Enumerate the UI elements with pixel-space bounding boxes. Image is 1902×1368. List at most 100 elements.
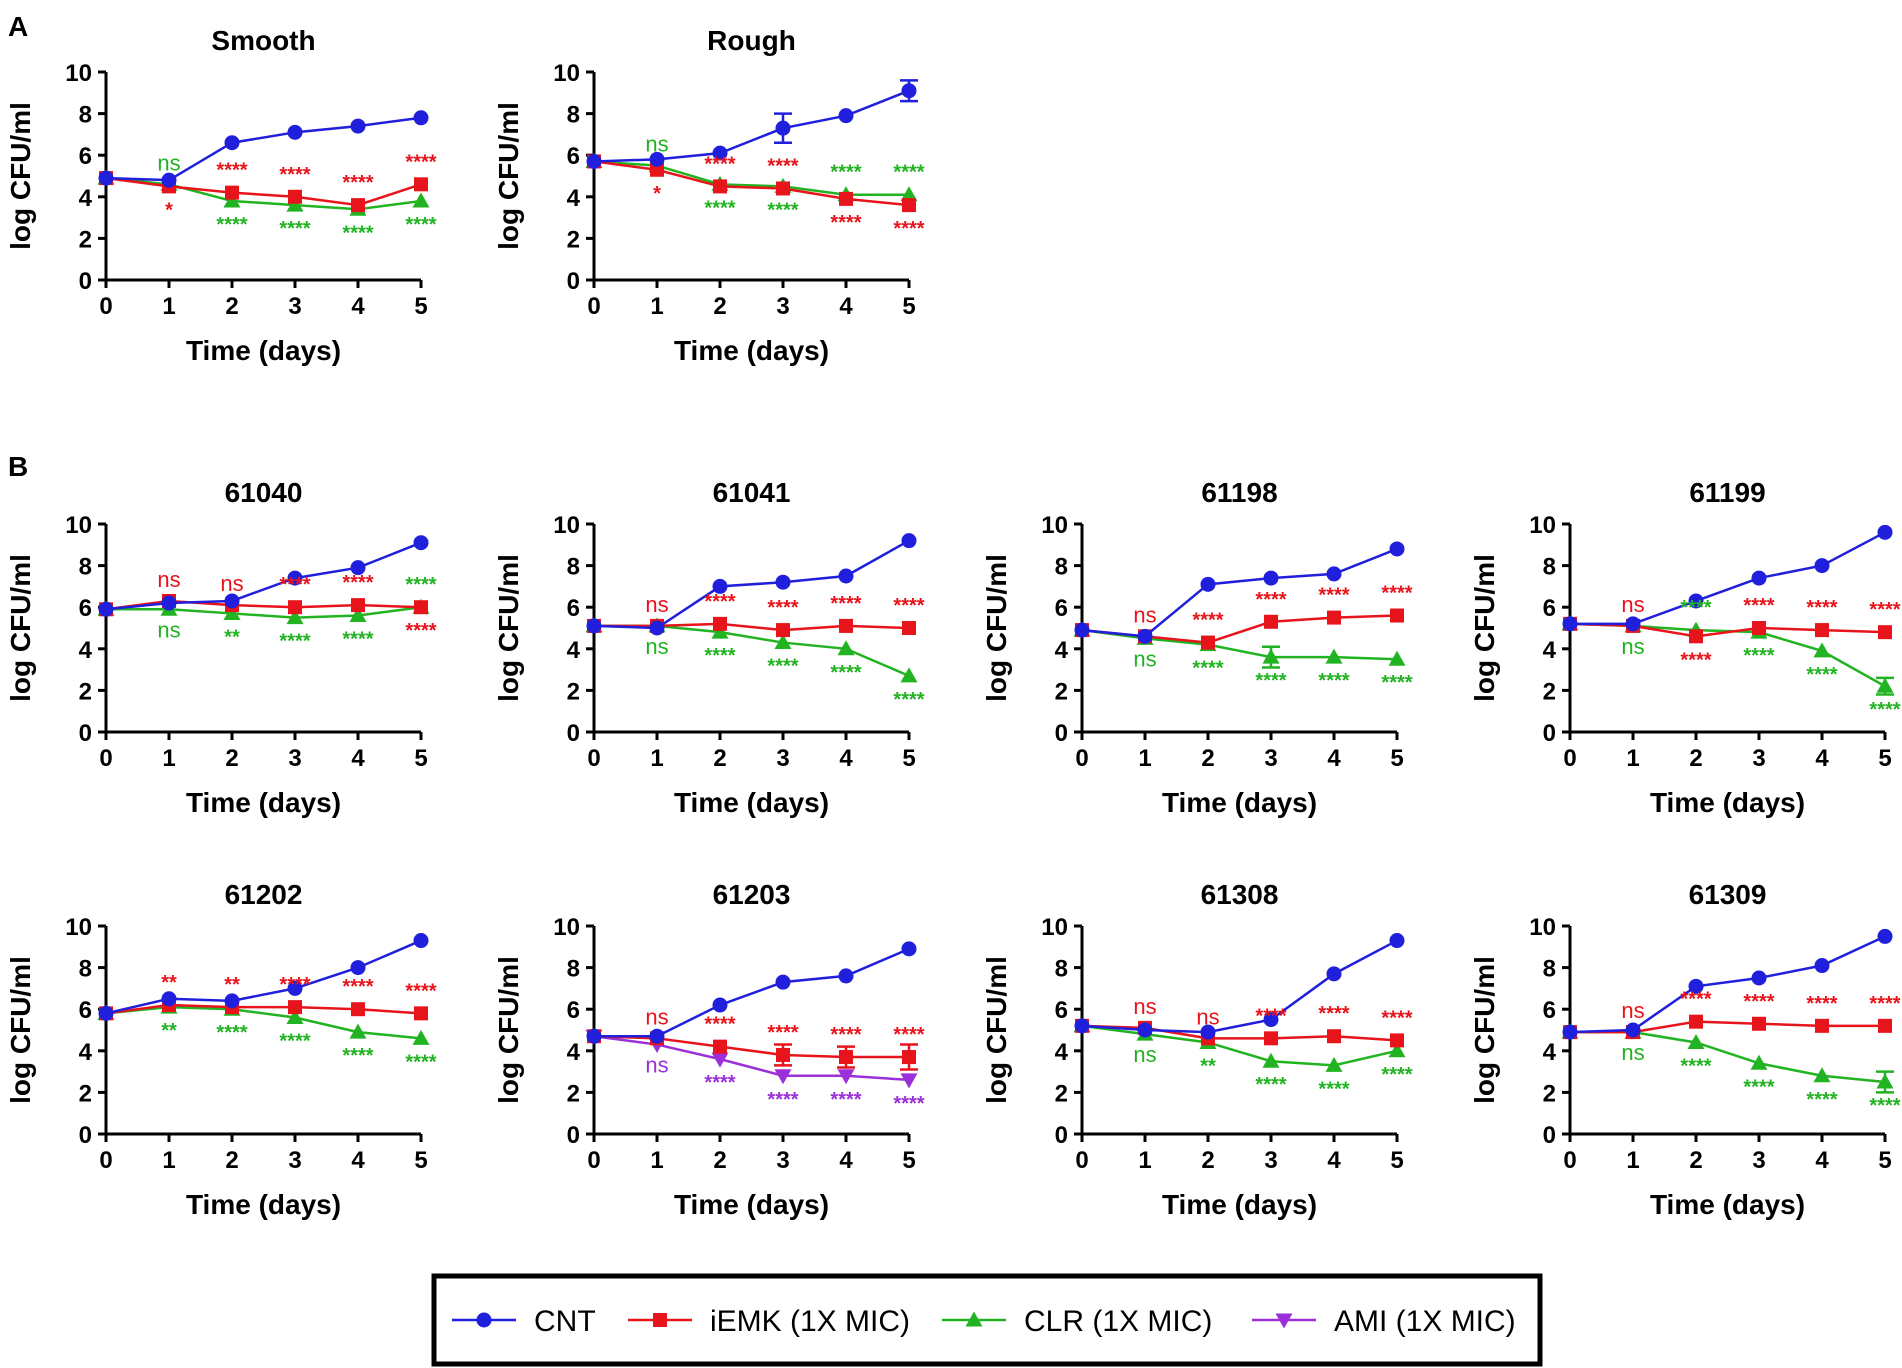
series-iemk: [1075, 1018, 1404, 1048]
data-point-cnt: [586, 153, 602, 169]
y-tick-label: 2: [567, 678, 580, 705]
data-point-cnt: [1814, 958, 1830, 974]
y-tick-label: 2: [1055, 1080, 1068, 1107]
data-point-clr: [1876, 1073, 1894, 1089]
data-point-cnt: [413, 110, 429, 126]
chart-title: 61309: [1689, 879, 1767, 910]
data-point-ami: [711, 1052, 729, 1068]
x-tick-label: 0: [99, 745, 112, 772]
y-axis-label: log CFU/ml: [981, 554, 1012, 702]
data-point-cnt: [1263, 570, 1279, 586]
significance-label: ****: [704, 1072, 735, 1094]
data-point-clr: [1262, 1052, 1280, 1068]
y-tick-label: 4: [79, 185, 93, 212]
data-point-ami: [900, 1073, 918, 1089]
y-tick-label: 4: [567, 1039, 581, 1066]
significance-label: ****: [1680, 597, 1711, 619]
significance-label: ns: [1621, 998, 1644, 1023]
y-axis-label: log CFU/ml: [5, 554, 36, 702]
y-tick-label: 2: [1543, 1080, 1556, 1107]
y-tick-label: 10: [1041, 914, 1068, 941]
x-tick-label: 0: [587, 1147, 600, 1174]
data-point-clr: [837, 640, 855, 656]
chart-title: Rough: [707, 25, 796, 56]
significance-label: ****: [1680, 1055, 1711, 1077]
x-tick-label: 1: [162, 293, 175, 320]
y-tick-label: 4: [79, 1039, 93, 1066]
data-point-iemk: [1815, 1018, 1829, 1033]
significance-label: ****: [279, 1031, 310, 1053]
x-tick-label: 5: [1390, 1147, 1403, 1174]
significance-label: ****: [1192, 610, 1223, 632]
data-point-cnt: [1877, 524, 1893, 540]
series-iemk: [1563, 1014, 1892, 1040]
y-tick-label: 2: [79, 678, 92, 705]
significance-label: ns: [645, 634, 668, 659]
data-point-iemk: [351, 1002, 365, 1017]
series-line-iemk: [105, 599, 422, 611]
x-tick-label: 0: [1563, 1147, 1576, 1174]
significance-label: *: [165, 199, 173, 221]
y-tick-label: 10: [553, 60, 580, 87]
x-tick-label: 5: [1878, 1147, 1891, 1174]
significance-label: ****: [893, 689, 924, 711]
data-point-cnt: [98, 170, 114, 186]
significance-label: ns: [157, 567, 180, 592]
x-tick-label: 1: [650, 1147, 663, 1174]
series-cnt: [1562, 928, 1893, 1040]
y-tick-label: 8: [79, 554, 92, 581]
significance-label: ****: [405, 214, 436, 236]
legend-label: CLR (1X MIC): [1024, 1305, 1212, 1338]
x-tick-label: 4: [351, 1147, 365, 1174]
data-point-clr: [349, 1023, 367, 1039]
data-point-iemk: [713, 179, 727, 194]
chart-61198: 61198 0 2 4 6 8 10 0 1 2 3 4 5 Time (days) log CFU/ml n…: [981, 477, 1413, 818]
data-point-iemk: [1201, 635, 1215, 650]
series-line-cnt: [593, 89, 910, 163]
chart-smooth: Smooth 0 2 4 6 8 10 0 1 2 3 4 5 Time (days) log CFU/ml…: [5, 25, 437, 366]
data-point-iemk: [1878, 625, 1892, 640]
data-point-cnt: [1625, 616, 1641, 632]
x-tick-label: 0: [99, 293, 112, 320]
data-point-iemk: [902, 621, 916, 635]
legend-label: iEMK (1X MIC): [710, 1305, 910, 1338]
data-point-iemk: [1390, 1033, 1404, 1048]
x-tick-label: 5: [414, 293, 427, 320]
significance-label: ****: [830, 662, 861, 684]
significance-label: ****: [405, 620, 436, 642]
legend-marker: [1275, 1313, 1293, 1329]
data-point-clr: [774, 634, 792, 650]
series-clr: [1073, 621, 1406, 669]
chart-61040: 61040 0 2 4 6 8 10 0 1 2 3 4 5 Time (days) log CFU/ml n…: [5, 477, 437, 818]
data-point-iemk: [351, 198, 365, 213]
y-tick-label: 2: [79, 1080, 92, 1107]
data-point-cnt: [98, 601, 114, 617]
data-point-cnt: [1389, 933, 1405, 949]
series-line-clr: [1081, 1024, 1398, 1067]
x-axis-label: Time (days): [1650, 787, 1805, 818]
y-tick-label: 10: [1041, 512, 1068, 539]
series-line-iemk: [1081, 1024, 1398, 1042]
series-cnt: [586, 533, 917, 636]
x-axis-label: Time (days): [674, 787, 829, 818]
chart-title: 61202: [225, 879, 303, 910]
series-line-clr: [105, 1005, 422, 1040]
data-point-clr: [1750, 1054, 1768, 1070]
data-point-iemk: [776, 181, 790, 196]
series-cnt: [1074, 933, 1405, 1040]
y-tick-label: 8: [567, 102, 580, 129]
significance-label: ****: [1255, 1074, 1286, 1096]
series-clr: [1561, 615, 1894, 696]
significance-label: ****: [216, 160, 247, 182]
x-tick-label: 3: [288, 745, 301, 772]
x-tick-label: 3: [288, 293, 301, 320]
data-point-iemk: [1390, 608, 1404, 623]
data-point-iemk: [1689, 1014, 1703, 1029]
x-tick-label: 3: [288, 1147, 301, 1174]
data-point-iemk: [902, 1050, 916, 1065]
x-tick-label: 5: [1390, 745, 1403, 772]
significance-label: ****: [342, 976, 373, 998]
significance-label: ns: [157, 150, 180, 175]
significance-label: ****: [1255, 589, 1286, 611]
x-axis-label: Time (days): [674, 335, 829, 366]
